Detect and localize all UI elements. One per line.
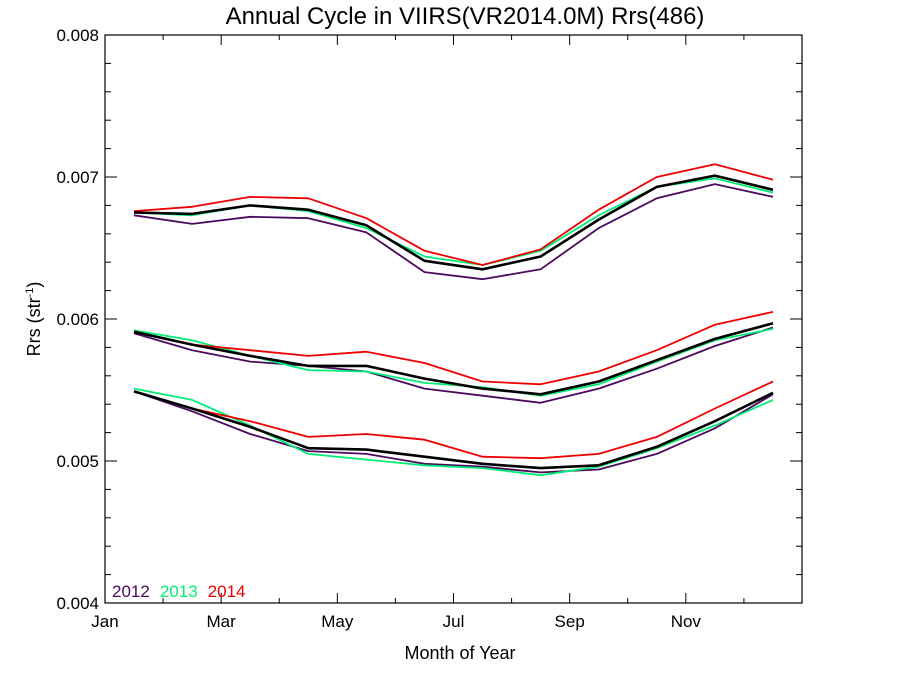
y-axis: 0.004 0.005 0.006 0.007 0.008: [56, 26, 802, 613]
series-line-2012-group-3: [133, 390, 774, 474]
x-tick-label: May: [321, 612, 354, 631]
y-tick-label: 0.006: [56, 310, 99, 329]
y-tick-label: 0.007: [56, 168, 99, 187]
x-tick-label: Jul: [443, 612, 465, 631]
x-axis: Jan Mar May Jul Sep Nov: [91, 35, 803, 631]
legend-entry-2014: 2014: [208, 582, 246, 601]
series-line-2012-group-2: [133, 326, 774, 404]
x-tick-label: Nov: [671, 612, 702, 631]
series-line-mean-group-2: [133, 322, 774, 396]
series-line-2013-group-1: [133, 177, 774, 266]
series-line-2014-group-3: [133, 380, 774, 460]
series-lines: [133, 163, 774, 477]
series-line-mean-group-1: [133, 174, 774, 271]
series-line-2014-group-2: [133, 311, 774, 386]
chart-title: Annual Cycle in VIIRS(VR2014.0M) Rrs(486…: [226, 3, 705, 30]
x-tick-label: Mar: [207, 612, 237, 631]
y-axis-label: Rrs (str-1): [24, 282, 44, 357]
y-axis-label-base: Rrs (str: [24, 297, 44, 356]
series-line-2012-group-1: [133, 183, 774, 281]
series-line-mean-group-3: [133, 390, 774, 470]
legend-entry-2012: 2012: [112, 582, 150, 601]
y-axis-label-close: ): [24, 282, 44, 288]
series-line-2014-group-1: [133, 163, 774, 266]
y-tick-label: 0.005: [56, 452, 99, 471]
series-line-2013-group-3: [133, 387, 774, 477]
x-tick-label: Sep: [555, 612, 585, 631]
y-tick-label: 0.008: [56, 26, 99, 45]
legend: 2012 2013 2014: [112, 582, 245, 601]
y-tick-label: 0.004: [56, 594, 99, 613]
legend-entry-2013: 2013: [160, 582, 198, 601]
x-axis-label: Month of Year: [404, 643, 515, 663]
series-line-2013-group-2: [133, 328, 774, 397]
x-tick-label: Jan: [91, 612, 118, 631]
y-axis-label-superscript: -1: [24, 288, 36, 298]
plot-frame: [104, 34, 803, 604]
